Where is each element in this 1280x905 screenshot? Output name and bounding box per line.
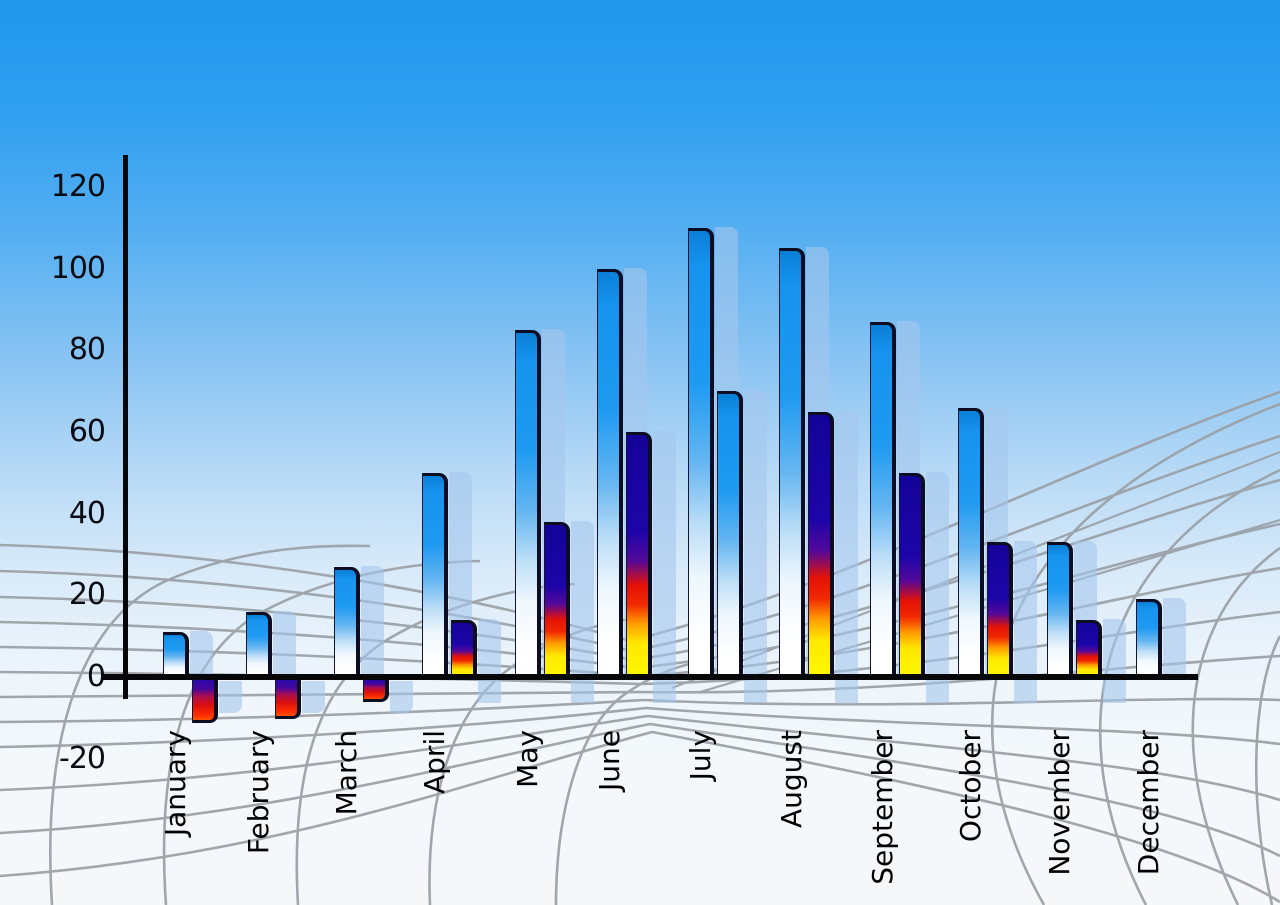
bar-echo-june-series2 bbox=[653, 431, 676, 703]
bar-echo-september-series2 bbox=[926, 471, 949, 703]
bar-echo-april-series2 bbox=[478, 618, 501, 703]
bar-june-series1 bbox=[597, 268, 623, 677]
bar-november-series2 bbox=[1076, 619, 1102, 677]
x-label-march: March bbox=[330, 730, 363, 816]
x-label-january: January bbox=[159, 730, 192, 837]
y-tick-20: 20 bbox=[68, 577, 106, 613]
bar-echo-january-series2 bbox=[219, 681, 242, 713]
bar-june-series2 bbox=[626, 432, 652, 677]
bar-september-series2 bbox=[899, 472, 925, 677]
bar-echo-march-series1 bbox=[361, 565, 384, 677]
bar-echo-january-series1 bbox=[190, 631, 213, 677]
y-tick-0: 0 bbox=[86, 659, 106, 694]
x-label-december: December bbox=[1132, 730, 1165, 876]
bar-august-series1 bbox=[779, 248, 805, 677]
x-label-august: August bbox=[775, 730, 808, 828]
x-label-february: February bbox=[242, 730, 275, 855]
bar-echo-december-series1 bbox=[1163, 598, 1186, 677]
bar-echo-february-series2 bbox=[302, 681, 325, 713]
x-label-october: October bbox=[954, 730, 987, 843]
bar-october-series1 bbox=[958, 407, 984, 677]
bar-september-series1 bbox=[870, 321, 896, 677]
bar-march-series1 bbox=[334, 566, 360, 677]
x-label-november: November bbox=[1043, 730, 1076, 876]
x-axis-line bbox=[103, 674, 1198, 680]
y-tick-40: 40 bbox=[68, 495, 106, 531]
bar-april-series2 bbox=[451, 619, 477, 677]
bar-may-series1 bbox=[515, 329, 541, 677]
bar-january-series1 bbox=[163, 632, 189, 677]
bar-echo-july-series2 bbox=[744, 390, 767, 703]
bar-echo-march-series2 bbox=[390, 681, 413, 713]
bar-december-series1 bbox=[1136, 599, 1162, 677]
x-label-september: September bbox=[866, 730, 899, 885]
bar-march-series2 bbox=[363, 680, 389, 703]
x-label-june: June bbox=[593, 730, 626, 791]
bar-july-series2 bbox=[717, 391, 743, 677]
bar-august-series2 bbox=[808, 411, 834, 677]
bar-january-series2 bbox=[192, 680, 218, 723]
bar-february-series2 bbox=[275, 680, 301, 719]
x-label-april: April bbox=[418, 730, 451, 794]
y-tick-60: 60 bbox=[68, 414, 106, 450]
x-label-may: May bbox=[511, 730, 544, 788]
x-label-july: July bbox=[684, 730, 717, 781]
bar-echo-february-series1 bbox=[273, 610, 296, 677]
y-tick-100: 100 bbox=[50, 250, 106, 286]
bar-april-series1 bbox=[422, 472, 448, 677]
bar-july-series1 bbox=[688, 227, 714, 677]
bar-november-series1 bbox=[1047, 542, 1073, 677]
y-axis-line bbox=[123, 155, 128, 699]
bar-echo-august-series2 bbox=[835, 410, 858, 703]
bar-february-series1 bbox=[246, 611, 272, 677]
bar-echo-may-series2 bbox=[571, 520, 594, 703]
bar-echo-october-series2 bbox=[1014, 541, 1037, 703]
y-tick-120: 120 bbox=[50, 169, 106, 205]
bar-echo-november-series2 bbox=[1103, 618, 1126, 703]
y-tick--20: -20 bbox=[59, 740, 106, 776]
bar-october-series2 bbox=[987, 542, 1013, 677]
bar-may-series2 bbox=[544, 521, 570, 677]
y-tick-80: 80 bbox=[68, 332, 106, 368]
